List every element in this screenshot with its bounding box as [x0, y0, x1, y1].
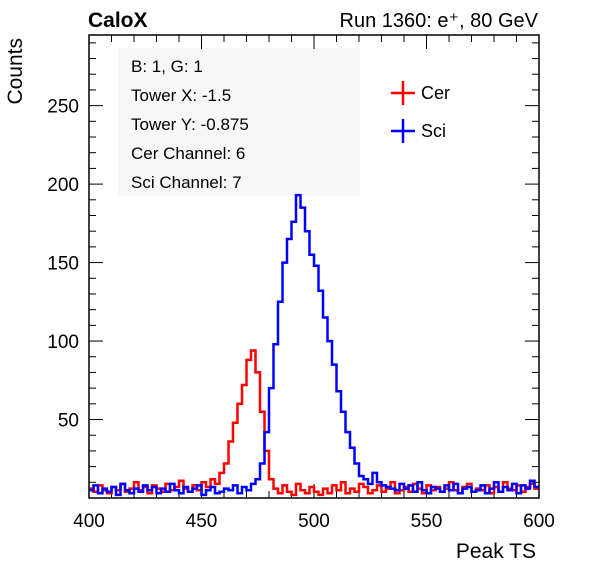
- plot-frame: [88, 34, 540, 499]
- info-box: [118, 48, 360, 196]
- header-right-label: Run 1360: e⁺, 80 GeV: [340, 10, 539, 32]
- y-tick-label: 100: [47, 332, 79, 353]
- legend-label-sci: Sci: [421, 121, 446, 141]
- y-tick-label: 150: [47, 254, 79, 275]
- header-left-label: CaloX: [88, 9, 148, 32]
- info-line-4: Cer Channel: 6: [131, 144, 245, 163]
- y-axis-label: Counts: [4, 38, 27, 105]
- axis-ticks: 400 450 500 550 600 50 100 150 200 250: [47, 35, 555, 532]
- x-tick-label: 400: [73, 511, 105, 532]
- info-line-1: B: 1, G: 1: [131, 57, 203, 76]
- data-series: [89, 193, 539, 497]
- info-line-2: Tower X: -1.5: [131, 86, 231, 105]
- x-tick-label: 600: [523, 511, 555, 532]
- x-axis-label: Peak TS: [456, 540, 536, 563]
- y-tick-label: 200: [47, 175, 79, 196]
- y-tick-label: 250: [47, 97, 79, 118]
- x-tick-label: 450: [186, 511, 218, 532]
- series-sci-line: [89, 193, 539, 497]
- legend: Cer Sci: [391, 81, 450, 143]
- x-tick-label: 500: [298, 511, 330, 532]
- y-tick-label: 50: [58, 411, 79, 432]
- series-cer-line: [89, 349, 539, 497]
- info-line-3: Tower Y: -0.875: [131, 115, 249, 134]
- info-line-5: Sci Channel: 7: [131, 173, 242, 192]
- x-tick-label: 550: [411, 511, 443, 532]
- legend-label-cer: Cer: [421, 83, 450, 103]
